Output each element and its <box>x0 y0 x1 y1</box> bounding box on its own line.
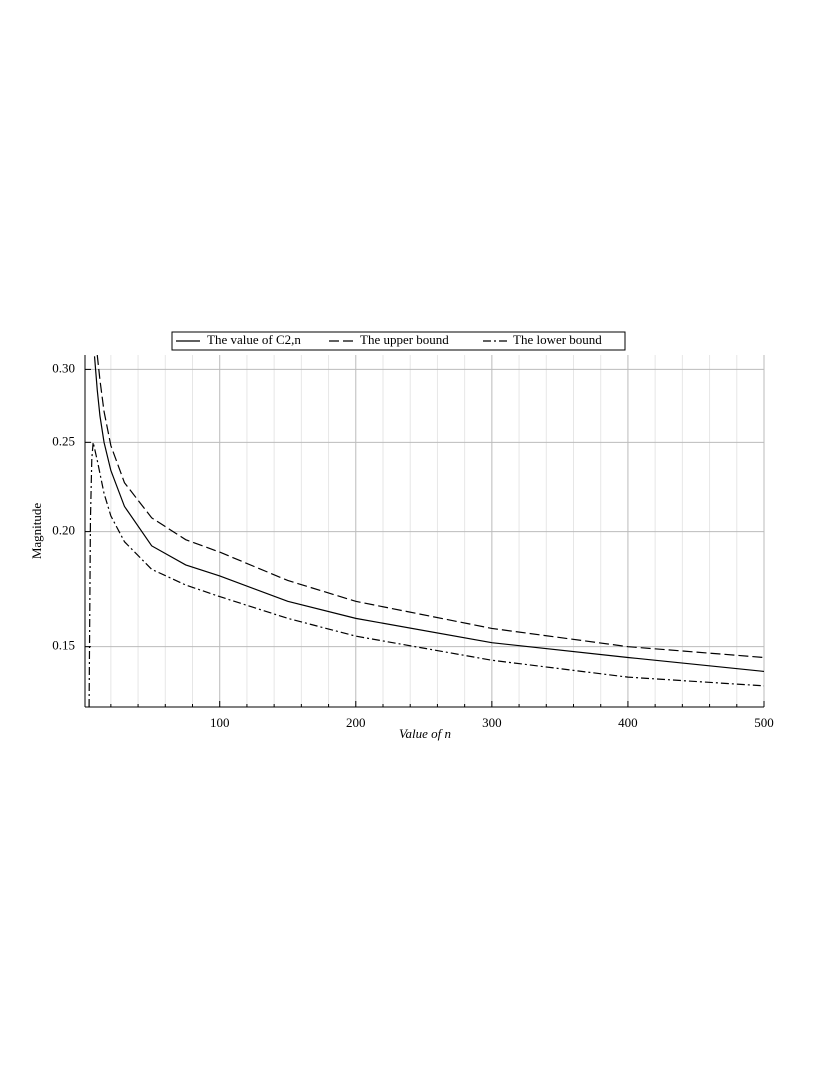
x-tick-label: 200 <box>346 715 366 730</box>
legend-label: The value of C2,n <box>207 332 301 347</box>
series-line <box>96 355 764 659</box>
x-axis-label: Value of n <box>399 726 451 741</box>
x-tick-label: 400 <box>618 715 638 730</box>
y-tick-label: 0.15 <box>52 638 75 653</box>
y-tick-label: 0.25 <box>52 433 75 448</box>
y-tick-label: 0.20 <box>52 523 75 538</box>
y-tick-label: 0.30 <box>52 360 75 375</box>
plot-area <box>88 355 764 707</box>
x-tick-label: 100 <box>210 715 230 730</box>
legend-box <box>171 331 626 351</box>
x-tick-label: 500 <box>754 715 774 730</box>
series-line <box>93 356 764 673</box>
legend-label: The upper bound <box>360 332 449 347</box>
x-tick-label: 300 <box>482 715 502 730</box>
y-axis-label: Magnitude <box>29 503 44 560</box>
series-line <box>88 442 764 707</box>
legend-label: The lower bound <box>513 332 602 347</box>
